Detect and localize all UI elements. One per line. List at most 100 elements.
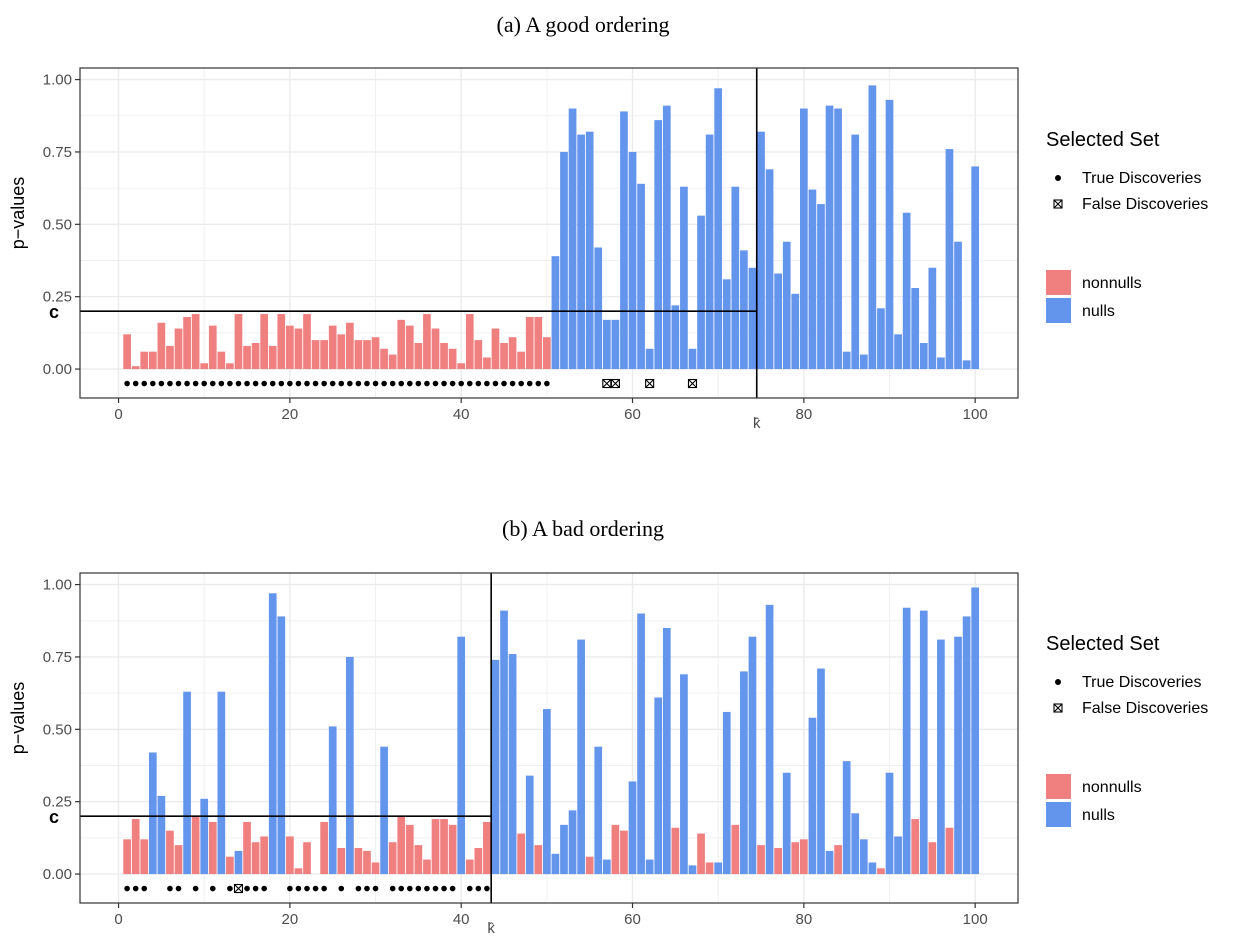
bar-nulls [740,250,748,370]
false-discovery-cross [602,379,612,388]
bar-nulls [954,636,962,875]
bar-nonnulls [397,816,406,875]
bar-nulls [594,746,603,875]
bar-nulls [602,859,611,875]
y-tick-label: 0.50 [43,216,72,233]
khat-label: k̂ [487,920,495,936]
true-discovery-marker [406,885,413,892]
true-discovery-marker [329,380,336,387]
bar-nulls [671,305,680,370]
true-discovery-marker [304,380,310,387]
true-discovery-marker [544,380,550,387]
bar-nonnulls [508,337,517,370]
bar-nonnulls [311,340,320,370]
bar-nulls [457,636,466,875]
bar-nulls [808,717,817,875]
bar-nonnulls [294,868,303,875]
bar-nulls [645,859,654,875]
true-discovery-marker [381,380,387,387]
bar-nulls [602,319,611,370]
bar-nonnulls [611,824,620,875]
bar-nonnulls [448,348,457,370]
true-discovery-marker [415,380,422,387]
chart-panel-1: (a) A good ordering 0.00 0.25 0.50 0.75 1.00 0… [8,12,1208,432]
bar-nonnulls [525,316,534,370]
true-discovery-marker [227,380,233,387]
bar-nulls [543,709,551,875]
bar-nulls [551,256,560,370]
bar-nulls [277,616,286,875]
x-tick-label: 40 [453,911,470,928]
bar-nonnulls [697,833,705,875]
true-discovery-marker [150,380,156,387]
bar-nonnulls [423,314,431,370]
bar-nulls [842,351,851,370]
bar-nonnulls [791,842,800,875]
false-discovery-box [687,378,698,389]
true-discovery-marker [424,885,430,892]
x-tick-label: 20 [282,911,299,928]
bar-nulls [662,628,671,875]
bar-nonnulls [474,340,483,370]
bar-nulls [962,616,971,875]
bar-nonnulls [423,859,431,875]
bar-nulls [645,348,654,370]
bar-nulls [894,836,902,875]
true-discovery-marker [364,380,370,387]
bar-nulls [971,587,980,875]
true-discovery-marker [321,380,327,387]
legend-key-nulls [1046,802,1071,827]
x-tick-label: 0 [114,911,122,928]
bar-nonnulls [877,868,885,875]
bar-nulls [765,169,774,370]
bar-nonnulls [260,314,269,370]
bar-nonnulls [251,842,260,875]
true-discovery-marker [124,885,130,892]
bar-nulls [500,610,508,875]
bar-nonnulls [234,314,243,370]
true-discovery-marker [167,380,173,387]
bar-nulls [654,120,663,370]
bar-nonnulls [191,314,200,370]
true-discovery-marker [535,380,542,387]
bar-nonnulls [226,856,234,875]
bar-nonnulls [431,328,440,370]
bar-nulls [508,654,517,875]
bar-nulls [680,674,688,875]
bar-nonnulls [208,325,217,370]
legend-label: False Discoveries [1082,700,1208,717]
true-discovery-marker [312,380,319,387]
bar-nulls [859,354,868,370]
true-discovery-marker [132,885,139,892]
bar-nulls [680,186,688,370]
bar-nonnulls [474,848,483,875]
true-discovery-marker [389,380,396,387]
bar-nonnulls [166,830,174,875]
bar-nulls [568,108,577,370]
bar-nulls [962,360,971,370]
bar-nonnulls [731,824,740,875]
bar-nonnulls [243,345,251,370]
legend-key-false-discoveries [1053,703,1063,713]
bar-nulls [628,151,637,370]
true-discovery-marker [458,380,464,387]
chart-title: (a) A good ordering [497,12,670,37]
legend-label: True Discoveries [1082,674,1201,691]
y-tick-label: 0.75 [43,649,72,666]
true-discovery-marker [312,885,319,892]
true-discovery-marker [415,885,422,892]
bar-nulls [817,668,825,875]
true-discovery-marker [355,380,362,387]
true-discovery-marker [124,380,130,387]
bar-nonnulls [140,839,149,875]
bar-nonnulls [286,836,294,875]
true-discovery-marker [175,885,182,892]
legend-key-box [1053,703,1063,713]
bar-nonnulls [123,334,131,370]
bar-nulls [885,99,894,370]
true-discovery-marker [338,380,345,387]
threshold-label: c [49,807,59,827]
true-discovery-marker [218,380,225,387]
bar-nonnulls [414,343,423,370]
true-discovery-marker [501,380,507,387]
